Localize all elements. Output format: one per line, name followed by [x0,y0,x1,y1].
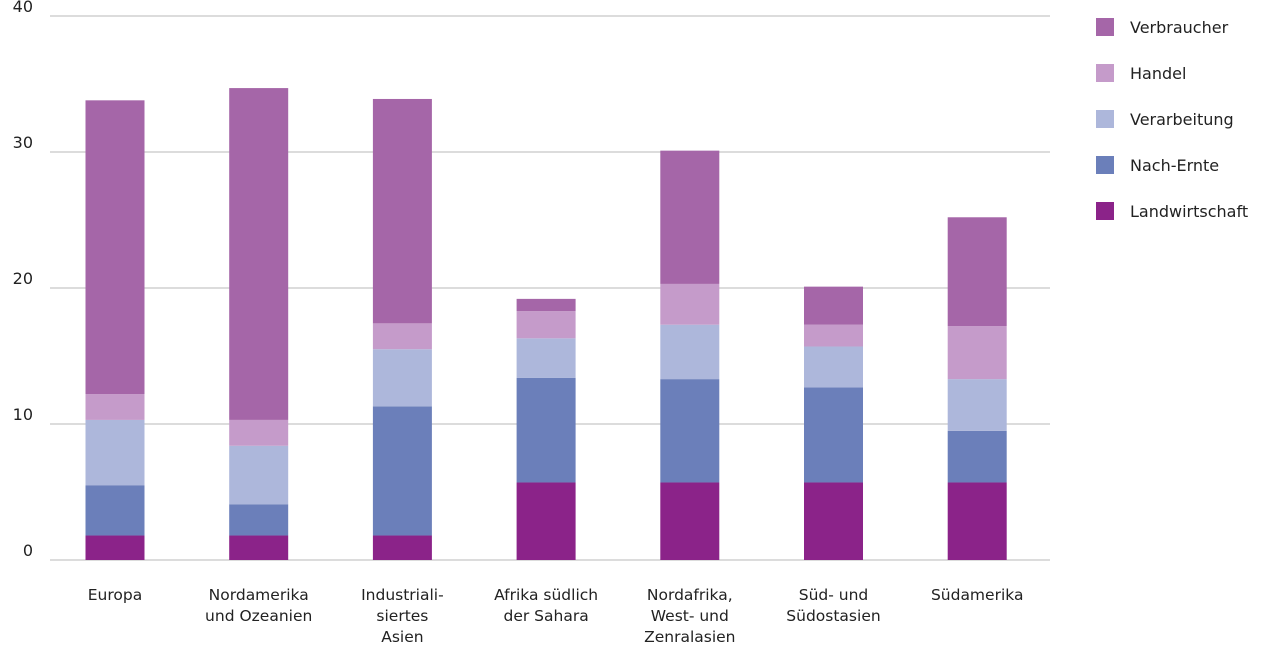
bar-segment-nach-ernte [947,430,1007,483]
legend-swatch-verbraucher [1096,18,1114,36]
y-tick-label: 0 [23,541,33,560]
legend-swatch-landwirtschaft [1096,202,1114,220]
bar-segment-verbraucher [660,150,720,284]
x-tick-label: Asien [381,628,423,646]
bar-segment-handel [85,394,145,420]
bar-segment-landwirtschaft [660,482,720,560]
x-tick-label: Nordamerika [209,586,309,604]
bar-segment-handel [804,324,863,347]
grid [50,15,1050,561]
legend-label-handel: Handel [1130,64,1186,83]
y-tick-label: 10 [13,405,33,424]
bar-segment-landwirtschaft [372,535,432,560]
legend-label-nach-ernte: Nach-Ernte [1130,156,1219,175]
bar-segment-verarbeitung [804,346,863,388]
x-tick-label: und Ozeanien [205,607,312,625]
bar-segment-verarbeitung [660,324,720,380]
bar-segment-verarbeitung [516,338,576,378]
bar-segment-verbraucher [85,100,145,395]
x-tick-label: Nordafrika, [647,586,733,604]
category-labels: Europa Nordamerika und Ozeanien Industriali… [88,586,1024,646]
bar-segment-verarbeitung [229,445,289,505]
x-tick-label: Südostasien [786,607,880,625]
legend-label-landwirtschaft: Landwirtschaft [1130,202,1248,221]
bar-segment-landwirtschaft [804,482,863,560]
x-tick-label: Zenralasien [644,628,735,646]
legend-label-verarbeitung: Verarbeitung [1130,110,1234,129]
legend-swatch-verarbeitung [1096,110,1114,128]
bar-segment-handel [516,311,576,339]
bar-segment-handel [660,283,720,325]
y-tick-label: 40 [13,0,33,16]
bar-segment-handel [372,323,432,350]
x-tick-label: Afrika südlich [494,586,598,604]
bar-segment-handel [947,326,1007,380]
x-tick-label: Industriali- [361,586,444,604]
bar-segment-verbraucher [372,98,432,324]
bar-segment-handel [229,419,289,446]
bar-segment-verbraucher [516,298,576,312]
legend-swatch-nach-ernte [1096,156,1114,174]
bar-segment-verbraucher [947,217,1007,327]
x-tick-label: West- und [651,607,729,625]
bar-segment-nach-ernte [516,377,576,483]
bars [85,88,1007,560]
y-axis-ticks: 0 10 20 30 40 [13,0,33,560]
bar-segment-nach-ernte [229,504,289,536]
x-tick-label: Südamerika [931,586,1024,604]
bar-segment-nach-ernte [85,485,145,536]
bar-segment-verarbeitung [947,379,1007,431]
bar-segment-nach-ernte [660,379,720,483]
legend-swatch-handel [1096,64,1114,82]
bar-segment-landwirtschaft [229,535,289,560]
bar-segment-verarbeitung [85,419,145,486]
bar-segment-verbraucher [804,286,863,325]
bar-segment-verarbeitung [372,349,432,407]
y-tick-label: 20 [13,269,33,288]
bar-segment-nach-ernte [372,406,432,536]
y-tick-label: 30 [13,133,33,152]
legend-label-verbraucher: Verbraucher [1130,18,1229,37]
bar-segment-landwirtschaft [947,482,1007,560]
bar-segment-landwirtschaft [85,535,145,560]
x-tick-label: siertes [376,607,428,625]
x-tick-label: Süd- und [799,586,869,604]
bar-segment-landwirtschaft [516,482,576,560]
x-tick-label: der Sahara [503,607,588,625]
x-tick-label: Europa [88,586,142,604]
legend: Verbraucher Handel Verarbeitung Nach-Ernte L… [1096,18,1248,221]
bar-segment-nach-ernte [804,387,863,483]
bar-segment-verbraucher [229,88,289,420]
